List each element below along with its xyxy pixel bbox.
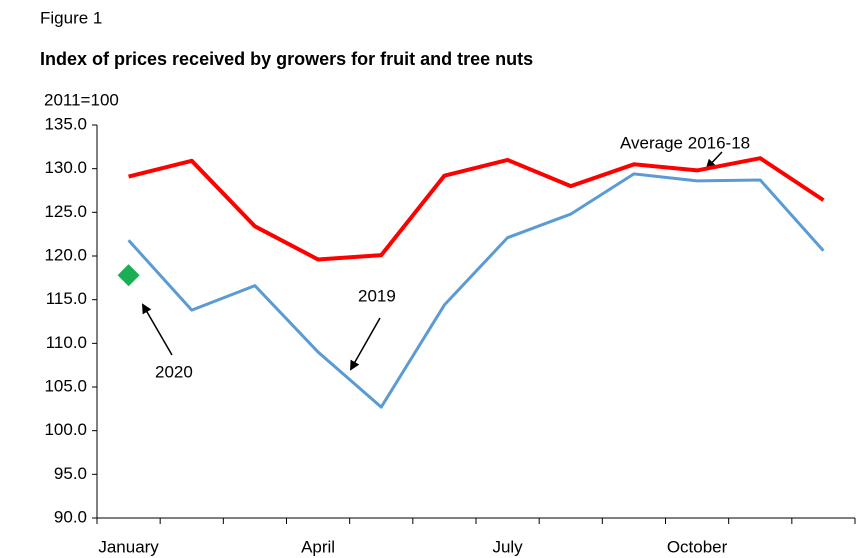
x-tick-label: April (301, 537, 335, 556)
y-tick-label: 110.0 (46, 333, 87, 352)
chart-subtitle: Index of prices received by growers for … (40, 49, 533, 69)
x-tick-label: July (492, 537, 523, 556)
chart-title: Figure 1 (40, 8, 102, 27)
annotation-arrow (350, 317, 381, 371)
annotation: Average 2016-18 (620, 133, 750, 152)
y-tick-label: 90.0 (54, 507, 87, 526)
annotation-arrow (705, 151, 723, 170)
annotation-arrow (141, 303, 173, 356)
y-tick-label: 130.0 (44, 158, 87, 177)
series-line (128, 156, 825, 262)
annotation: 2019 (358, 286, 396, 305)
y-tick-label: 125.0 (44, 202, 87, 221)
series-line (127, 172, 825, 409)
y-tick-label: 95.0 (54, 464, 87, 483)
x-tick-label: October (667, 537, 728, 556)
y-tick-label: 120.0 (44, 245, 87, 264)
x-tick-label: January (98, 537, 159, 556)
marker (117, 264, 140, 287)
y-tick-label: 105.0 (44, 376, 87, 395)
y-tick-label: 135.0 (44, 114, 87, 133)
y-axis-label: 2011=100 (44, 90, 119, 109)
annotation: 2020 (155, 362, 193, 381)
y-tick-label: 115.0 (46, 289, 87, 308)
y-tick-label: 100.0 (44, 420, 87, 439)
